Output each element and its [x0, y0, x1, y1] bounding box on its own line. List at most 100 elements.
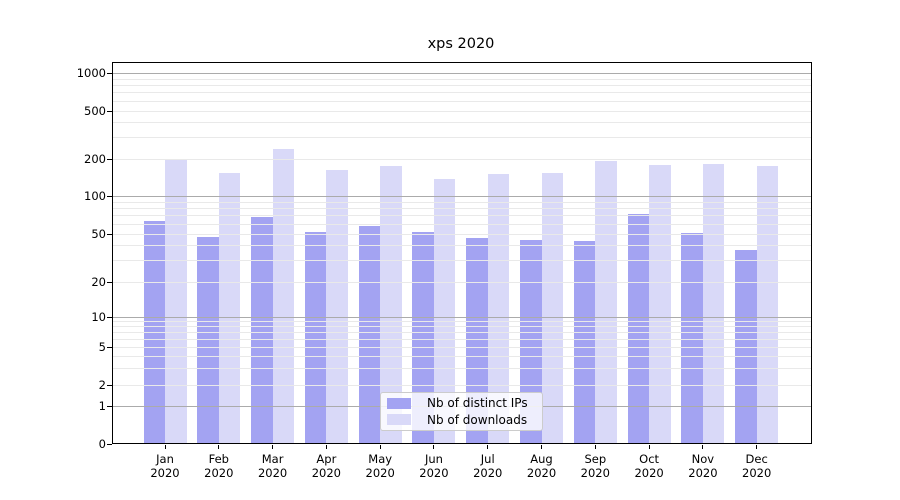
gridline — [113, 137, 811, 139]
y-tick-mark — [107, 233, 112, 235]
gridline — [113, 158, 811, 160]
gridline — [113, 321, 811, 323]
bar-dec-downloads — [756, 165, 779, 443]
gridline — [113, 196, 811, 198]
bar-sep-distinct-ips — [573, 240, 596, 443]
x-tick-label: Oct 2020 — [634, 452, 664, 480]
y-tick-label: 200 — [84, 151, 106, 166]
bar-mar-downloads — [272, 149, 295, 443]
x-tick-mark — [702, 445, 704, 449]
y-tick-mark — [107, 316, 112, 318]
x-tick-label: Jul 2020 — [473, 452, 503, 480]
x-tick-label: Jun 2020 — [419, 452, 449, 480]
gridline — [113, 245, 811, 247]
chart-title: xps 2020 — [427, 36, 495, 52]
x-tick-mark — [325, 445, 327, 449]
bar-oct-distinct-ips — [627, 213, 650, 443]
y-tick-mark — [107, 443, 112, 445]
bar-jan-downloads — [165, 158, 187, 443]
x-tick-mark — [541, 445, 543, 449]
x-tick-label: Apr 2020 — [311, 452, 341, 480]
gridline — [113, 110, 811, 112]
bar-jun-distinct-ips — [412, 231, 434, 443]
bar-jun-downloads — [433, 178, 456, 443]
x-tick-mark — [594, 445, 596, 449]
bar-may-downloads — [380, 166, 402, 443]
y-tick-mark — [107, 385, 112, 387]
x-tick-label: Aug 2020 — [526, 452, 557, 480]
bar-feb-distinct-ips — [197, 237, 219, 443]
gridline — [113, 233, 811, 235]
x-tick-mark — [379, 445, 381, 449]
gridline — [113, 347, 811, 349]
x-tick-label: Mar 2020 — [257, 452, 288, 480]
gridline — [113, 122, 811, 124]
bar-oct-downloads — [649, 164, 671, 443]
x-tick-mark — [433, 445, 435, 449]
y-tick-label: 10 — [91, 309, 106, 324]
y-tick-mark — [107, 72, 112, 74]
legend-item-distinct-ips: Nb of distinct IPs — [381, 396, 542, 410]
y-tick-mark — [107, 406, 112, 407]
x-tick-mark — [756, 445, 758, 449]
gridline — [113, 332, 811, 334]
gridline — [113, 356, 811, 358]
y-tick-mark — [107, 158, 112, 160]
legend-item-downloads: Nb of downloads — [381, 413, 542, 427]
gridline — [113, 339, 811, 341]
gridline — [113, 281, 811, 283]
gridline — [113, 260, 811, 262]
gridline — [113, 201, 811, 203]
y-tick-mark — [107, 196, 112, 198]
bar-feb-downloads — [218, 173, 241, 443]
y-tick-label: 1 — [98, 399, 106, 413]
bar-sep-downloads — [595, 160, 617, 443]
gridline — [113, 385, 811, 387]
x-tick-label: Nov 2020 — [688, 452, 718, 480]
gridline — [113, 326, 811, 328]
y-tick-mark — [107, 281, 112, 283]
x-tick-mark — [487, 445, 489, 449]
gridline — [113, 368, 811, 370]
bar-dec-distinct-ips — [735, 249, 757, 443]
bar-may-distinct-ips — [358, 226, 381, 443]
gridline — [113, 78, 811, 80]
gridline — [113, 215, 811, 217]
y-tick-label: 5 — [98, 340, 106, 355]
legend-swatch-downloads-icon — [387, 414, 411, 426]
y-tick-label: 0 — [98, 436, 106, 451]
gridline — [113, 316, 811, 318]
y-tick-label: 500 — [84, 103, 106, 118]
y-tick-label: 20 — [91, 274, 106, 289]
legend-swatch-distinct-ips-icon — [387, 397, 411, 409]
x-tick-label: May 2020 — [365, 452, 395, 480]
bar-nov-downloads — [702, 164, 725, 443]
bar-jan-distinct-ips — [143, 220, 165, 443]
x-tick-mark — [164, 445, 166, 449]
bar-mar-distinct-ips — [251, 217, 273, 443]
y-tick-label: 50 — [91, 226, 106, 241]
bar-apr-downloads — [326, 170, 348, 443]
legend-label-distinct-ips: Nb of distinct IPs — [427, 396, 528, 411]
x-tick-mark — [272, 445, 274, 449]
y-tick-label: 2 — [98, 378, 106, 393]
gridline — [113, 100, 811, 102]
bar-nov-distinct-ips — [681, 232, 703, 443]
y-tick-mark — [107, 347, 112, 349]
x-tick-label: Jan 2020 — [150, 452, 180, 480]
legend-label-downloads: Nb of downloads — [427, 412, 528, 427]
gridline — [113, 208, 811, 210]
x-tick-label: Dec 2020 — [742, 452, 772, 480]
y-tick-mark — [107, 110, 112, 112]
x-tick-mark — [218, 445, 220, 449]
x-tick-mark — [648, 445, 650, 449]
gridline — [113, 92, 811, 94]
bar-apr-distinct-ips — [304, 231, 327, 443]
y-tick-label: 1000 — [76, 65, 106, 80]
bar-aug-downloads — [541, 173, 564, 443]
legend: Nb of distinct IPs Nb of downloads — [380, 392, 543, 431]
x-tick-label: Sep 2020 — [580, 452, 610, 480]
y-tick-label: 100 — [84, 189, 106, 204]
gridline — [113, 223, 811, 225]
